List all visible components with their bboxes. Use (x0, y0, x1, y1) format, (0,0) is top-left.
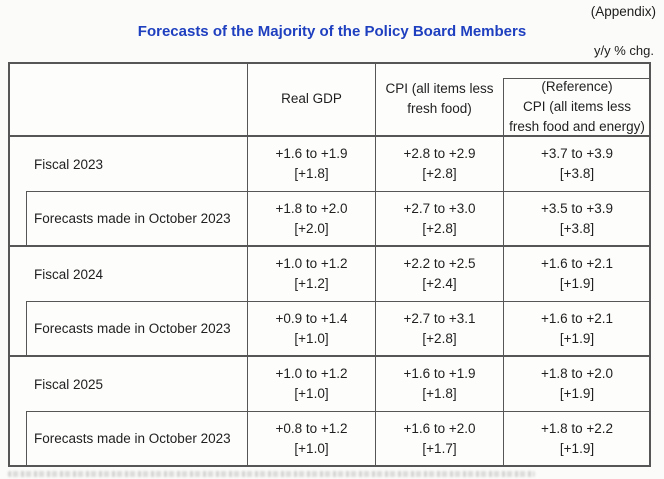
header-bottom-border (8, 135, 651, 137)
row-label-fiscal-2023: Fiscal 2023 (34, 156, 104, 172)
column-border-reference (503, 78, 504, 467)
cell-cpi: +1.6 to +2.0 [+1.7] (376, 412, 503, 465)
forecast-range: +0.8 to +1.2 (275, 420, 348, 436)
forecast-median: [+3.8] (559, 166, 595, 181)
table-border-bottom (8, 465, 651, 467)
block-separator (8, 355, 651, 357)
unit-label: y/y % chg. (594, 43, 654, 58)
table-border-top (8, 62, 651, 64)
appendix-label: (Appendix) (590, 4, 656, 19)
cell-gdp: +0.9 to +1.4 [+1.0] (248, 302, 375, 355)
indent-box-border (26, 411, 27, 466)
forecast-median: [+1.9] (559, 330, 595, 346)
forecast-range: +0.9 to +1.4 (275, 310, 348, 326)
cell-reference-cpi: +1.6 to +2.1 [+1.9] (504, 302, 650, 355)
forecast-median: [+1.0] (294, 440, 329, 456)
forecast-range: +1.6 to +2.1 (540, 256, 614, 271)
cell-cpi: +2.7 to +3.1 [+2.8] (376, 302, 503, 355)
table-border-left (8, 62, 10, 467)
cell-reference-cpi: +1.8 to +2.0 [+1.9] (504, 357, 650, 411)
row-separator (26, 301, 651, 302)
forecast-range: +2.7 to +3.1 (403, 310, 476, 326)
forecast-range: +1.0 to +1.2 (275, 256, 348, 271)
forecast-range: +1.8 to +2.0 (540, 366, 614, 381)
cell-gdp: +1.8 to +2.0 [+2.0] (248, 192, 375, 245)
forecast-table: Real GDP CPI (all items less fresh food)… (8, 62, 651, 467)
forecast-median: [+3.8] (559, 220, 595, 236)
cell-reference-cpi: +1.6 to +2.1 [+1.9] (504, 247, 650, 301)
row-separator (26, 411, 651, 412)
row-label-fiscal-2025: Fiscal 2025 (34, 376, 104, 392)
forecast-range: +3.5 to +3.9 (540, 200, 614, 216)
forecast-range: +1.8 to +2.2 (540, 420, 614, 436)
row-label-fiscal-2024: Fiscal 2024 (34, 266, 104, 282)
indent-box-border (26, 301, 27, 356)
reference-box-top-border (503, 78, 651, 79)
forecast-median: [+2.8] (422, 220, 457, 236)
col-header-reference-cpi: (Reference) CPI (all items less fresh fo… (509, 79, 645, 134)
block-separator (8, 245, 651, 247)
forecast-median: [+2.8] (422, 330, 457, 346)
cell-reference-cpi: +3.7 to +3.9 [+3.8] (504, 137, 650, 191)
row-label-october-forecast: Forecasts made in October 2023 (34, 321, 231, 336)
forecast-range: +1.6 to +2.1 (540, 310, 614, 326)
forecast-median: [+2.8] (422, 166, 457, 181)
cell-gdp: +1.0 to +1.2 [+1.2] (248, 247, 375, 301)
row-separator (26, 191, 651, 192)
row-label-october-forecast: Forecasts made in October 2023 (34, 431, 231, 446)
forecast-median: [+1.0] (294, 386, 329, 401)
cell-cpi: +2.8 to +2.9 [+2.8] (376, 137, 503, 191)
cell-reference-cpi: +3.5 to +3.9 [+3.8] (504, 192, 650, 245)
cell-gdp: +1.0 to +1.2 [+1.0] (248, 357, 375, 411)
indent-box-border (26, 191, 27, 246)
forecast-median: [+1.9] (559, 440, 595, 456)
forecast-median: [+2.0] (294, 220, 329, 236)
forecast-range: +2.8 to +2.9 (403, 146, 476, 161)
forecast-median: [+1.9] (559, 386, 595, 401)
forecast-range: +1.0 to +1.2 (275, 366, 348, 381)
forecast-range: +1.6 to +2.0 (403, 420, 476, 436)
forecast-median: [+1.9] (559, 276, 595, 291)
forecast-median: [+1.8] (422, 386, 457, 401)
truncated-footnote (8, 471, 535, 477)
page-title: Forecasts of the Majority of the Policy … (137, 23, 527, 40)
forecast-median: [+1.7] (422, 440, 457, 456)
table-border-right (649, 62, 651, 467)
cell-cpi: +2.7 to +3.0 [+2.8] (376, 192, 503, 245)
forecast-range: +1.6 to +1.9 (275, 146, 348, 161)
forecast-range: +1.6 to +1.9 (403, 366, 476, 381)
forecast-median: [+1.0] (294, 330, 329, 346)
forecast-range: +2.7 to +3.0 (403, 200, 476, 216)
column-border (247, 62, 248, 467)
forecast-range: +3.7 to +3.9 (540, 146, 614, 161)
forecast-range: +1.8 to +2.0 (275, 200, 348, 216)
cell-cpi: +2.2 to +2.5 [+2.4] (376, 247, 503, 301)
forecast-median: [+1.8] (294, 166, 329, 181)
forecast-range: +2.2 to +2.5 (403, 256, 476, 271)
cell-reference-cpi: +1.8 to +2.2 [+1.9] (504, 412, 650, 465)
forecast-median: [+1.2] (294, 276, 329, 291)
cell-gdp: +1.6 to +1.9 [+1.8] (248, 137, 375, 191)
column-border (375, 62, 376, 467)
cell-cpi: +1.6 to +1.9 [+1.8] (376, 357, 503, 411)
cell-gdp: +0.8 to +1.2 [+1.0] (248, 412, 375, 465)
forecast-median: [+2.4] (422, 276, 457, 291)
row-label-october-forecast: Forecasts made in October 2023 (34, 211, 231, 226)
col-header-cpi: CPI (all items less fresh food) (385, 80, 494, 116)
col-header-real-gdp: Real GDP (281, 90, 342, 106)
